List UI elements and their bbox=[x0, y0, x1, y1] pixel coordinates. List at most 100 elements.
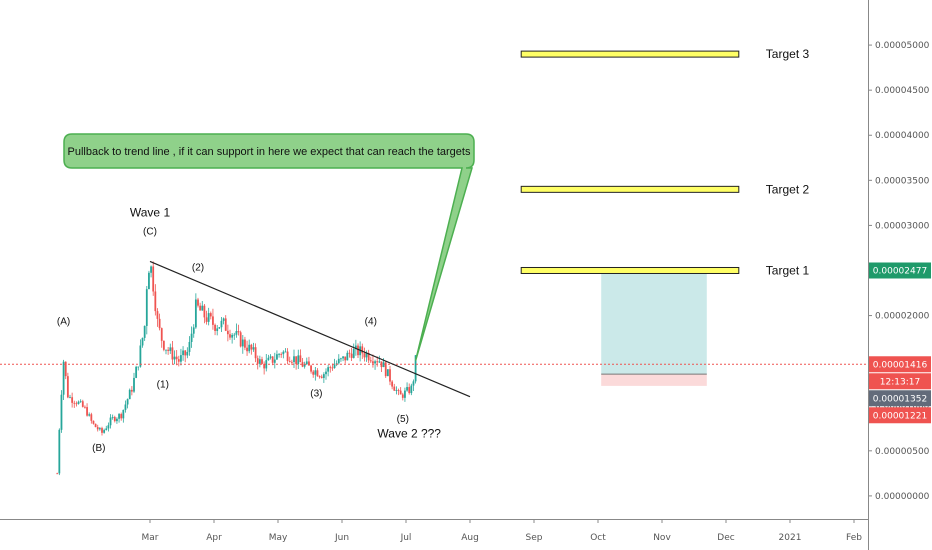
candle-body[interactable] bbox=[152, 266, 155, 292]
candle-body[interactable] bbox=[133, 377, 135, 392]
candle-body[interactable] bbox=[128, 389, 131, 400]
candle-body[interactable] bbox=[412, 381, 415, 386]
candle-body[interactable] bbox=[369, 360, 372, 362]
candle-body[interactable] bbox=[397, 390, 400, 391]
candle-body[interactable] bbox=[86, 407, 88, 416]
candle-body[interactable] bbox=[148, 272, 150, 290]
candle-body[interactable] bbox=[92, 420, 95, 424]
candle-body[interactable] bbox=[344, 356, 347, 361]
candle-body[interactable] bbox=[94, 423, 97, 428]
candle-body[interactable] bbox=[154, 291, 157, 312]
candle-body[interactable] bbox=[190, 333, 193, 342]
candle-body[interactable] bbox=[301, 362, 304, 367]
candle-body[interactable] bbox=[261, 359, 263, 364]
candle-body[interactable] bbox=[139, 345, 142, 367]
candle-body[interactable] bbox=[109, 417, 112, 426]
candle-body[interactable] bbox=[312, 371, 315, 375]
candle-body[interactable] bbox=[352, 349, 355, 358]
candle-body[interactable] bbox=[158, 318, 161, 329]
candle-body[interactable] bbox=[229, 334, 231, 338]
candle-body[interactable] bbox=[327, 367, 330, 372]
candle-body[interactable] bbox=[357, 345, 359, 356]
candle-body[interactable] bbox=[199, 305, 202, 311]
target-bar[interactable] bbox=[520, 185, 740, 193]
candle-body[interactable] bbox=[126, 399, 129, 405]
candle-body[interactable] bbox=[320, 376, 323, 378]
candle-body[interactable] bbox=[214, 324, 216, 331]
candle-body[interactable] bbox=[250, 344, 253, 350]
candle-body[interactable] bbox=[378, 361, 381, 363]
candle-body[interactable] bbox=[372, 361, 374, 364]
candle-body[interactable] bbox=[269, 356, 272, 358]
candle-body[interactable] bbox=[177, 359, 180, 362]
candle-body[interactable] bbox=[135, 366, 138, 378]
candle-body[interactable] bbox=[410, 385, 413, 394]
candle-body[interactable] bbox=[130, 389, 133, 392]
candle-body[interactable] bbox=[348, 352, 351, 354]
candle-body[interactable] bbox=[150, 266, 152, 273]
candle-body[interactable] bbox=[194, 299, 197, 328]
candle-body[interactable] bbox=[160, 328, 163, 341]
profit-zone[interactable] bbox=[601, 270, 707, 375]
candle-body[interactable] bbox=[263, 363, 266, 369]
candle-body[interactable] bbox=[180, 355, 182, 362]
candle-body[interactable] bbox=[248, 344, 251, 352]
candle-body[interactable] bbox=[122, 409, 125, 419]
candle-body[interactable] bbox=[280, 354, 283, 355]
candle-body[interactable] bbox=[145, 289, 148, 326]
candle-body[interactable] bbox=[103, 430, 106, 433]
candle-body[interactable] bbox=[124, 404, 127, 410]
candle-body[interactable] bbox=[69, 397, 71, 399]
candle-body[interactable] bbox=[162, 340, 165, 350]
candle-body[interactable] bbox=[408, 387, 411, 394]
candle-body[interactable] bbox=[273, 359, 276, 363]
candle-body[interactable] bbox=[265, 360, 268, 369]
candle-body[interactable] bbox=[340, 358, 342, 360]
candle-body[interactable] bbox=[374, 361, 376, 364]
candle-body[interactable] bbox=[220, 320, 223, 328]
candle-body[interactable] bbox=[389, 369, 391, 382]
candle-body[interactable] bbox=[173, 356, 176, 360]
callout-bubble[interactable] bbox=[63, 133, 475, 361]
candle-body[interactable] bbox=[81, 401, 84, 407]
candle-body[interactable] bbox=[256, 358, 259, 364]
candle-body[interactable] bbox=[235, 331, 238, 335]
candle-body[interactable] bbox=[329, 367, 332, 369]
candle-body[interactable] bbox=[314, 370, 317, 375]
candle-body[interactable] bbox=[367, 352, 370, 361]
candle-body[interactable] bbox=[246, 347, 248, 352]
candle-body[interactable] bbox=[401, 394, 404, 398]
candle-body[interactable] bbox=[96, 427, 99, 430]
candle-body[interactable] bbox=[399, 390, 402, 395]
candle-body[interactable] bbox=[386, 369, 389, 377]
candle-body[interactable] bbox=[224, 318, 227, 331]
candle-body[interactable] bbox=[284, 351, 287, 353]
candle-body[interactable] bbox=[113, 417, 116, 422]
candle-body[interactable] bbox=[165, 349, 167, 351]
candle-body[interactable] bbox=[322, 374, 325, 378]
candle-body[interactable] bbox=[182, 350, 184, 356]
candle-body[interactable] bbox=[244, 339, 246, 348]
candle-body[interactable] bbox=[331, 367, 334, 369]
candle-body[interactable] bbox=[218, 327, 221, 329]
candle-body[interactable] bbox=[305, 361, 308, 365]
candle-body[interactable] bbox=[404, 390, 406, 398]
candle-body[interactable] bbox=[395, 390, 398, 391]
candle-body[interactable] bbox=[79, 401, 82, 403]
target-bar[interactable] bbox=[520, 50, 740, 58]
candle-body[interactable] bbox=[393, 386, 396, 391]
candle-body[interactable] bbox=[188, 341, 191, 352]
candle-body[interactable] bbox=[197, 299, 199, 306]
candle-body[interactable] bbox=[333, 364, 336, 369]
trend-line[interactable] bbox=[149, 260, 471, 398]
candle-body[interactable] bbox=[346, 352, 349, 361]
candle-body[interactable] bbox=[64, 361, 67, 377]
candle-body[interactable] bbox=[337, 358, 340, 364]
candle-body[interactable] bbox=[192, 327, 195, 334]
candle-body[interactable] bbox=[325, 371, 327, 375]
candle-body[interactable] bbox=[384, 362, 387, 377]
candle-body[interactable] bbox=[101, 428, 103, 433]
candle-body[interactable] bbox=[278, 354, 280, 355]
candle-body[interactable] bbox=[382, 362, 385, 368]
